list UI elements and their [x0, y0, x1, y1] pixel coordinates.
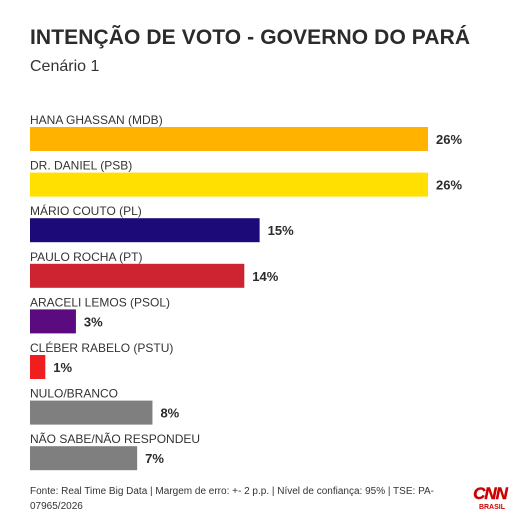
value-label: 26% — [436, 178, 462, 193]
category-label: PAULO ROCHA (PT) — [30, 250, 142, 264]
category-label: DR. DANIEL (PSB) — [30, 159, 132, 173]
value-label: 3% — [84, 314, 103, 329]
category-label: MÁRIO COUTO (PL) — [30, 203, 142, 218]
bar-chart: HANA GHASSAN (MDB) 26% DR. DANIEL (PSB) 26%… — [30, 113, 462, 471]
logo-main-text: CNN — [473, 484, 509, 503]
cnn-brasil-logo: CNN BRASIL — [473, 484, 510, 511]
chart-subtitle: Cenário 1 — [30, 58, 100, 75]
value-label: 7% — [145, 451, 164, 466]
bar — [30, 446, 138, 471]
value-label: 26% — [436, 132, 462, 147]
bar — [30, 309, 76, 334]
bar — [30, 127, 428, 151]
category-label: HANA GHASSAN (MDB) — [30, 113, 163, 127]
bar — [30, 218, 260, 243]
value-label: 14% — [252, 269, 278, 284]
category-label: NULO/BRANCO — [30, 387, 118, 401]
value-label: 1% — [53, 360, 72, 375]
chart-title: INTENÇÃO DE VOTO - GOVERNO DO PARÁ — [30, 26, 471, 49]
logo-sub-text: BRASIL — [479, 504, 506, 511]
bar — [30, 172, 428, 197]
category-label: ARACELI LEMOS (PSOL) — [30, 295, 170, 309]
bar — [30, 355, 46, 379]
category-label: CLÉBER RABELO (PSTU) — [30, 340, 173, 355]
bar — [30, 263, 245, 288]
value-label: 15% — [268, 223, 294, 238]
category-label: NÃO SABE/NÃO RESPONDEU — [30, 432, 200, 446]
value-label: 8% — [160, 406, 179, 421]
source-note: Fonte: Real Time Big Data | Margem de er… — [30, 486, 434, 512]
bar — [30, 400, 153, 425]
